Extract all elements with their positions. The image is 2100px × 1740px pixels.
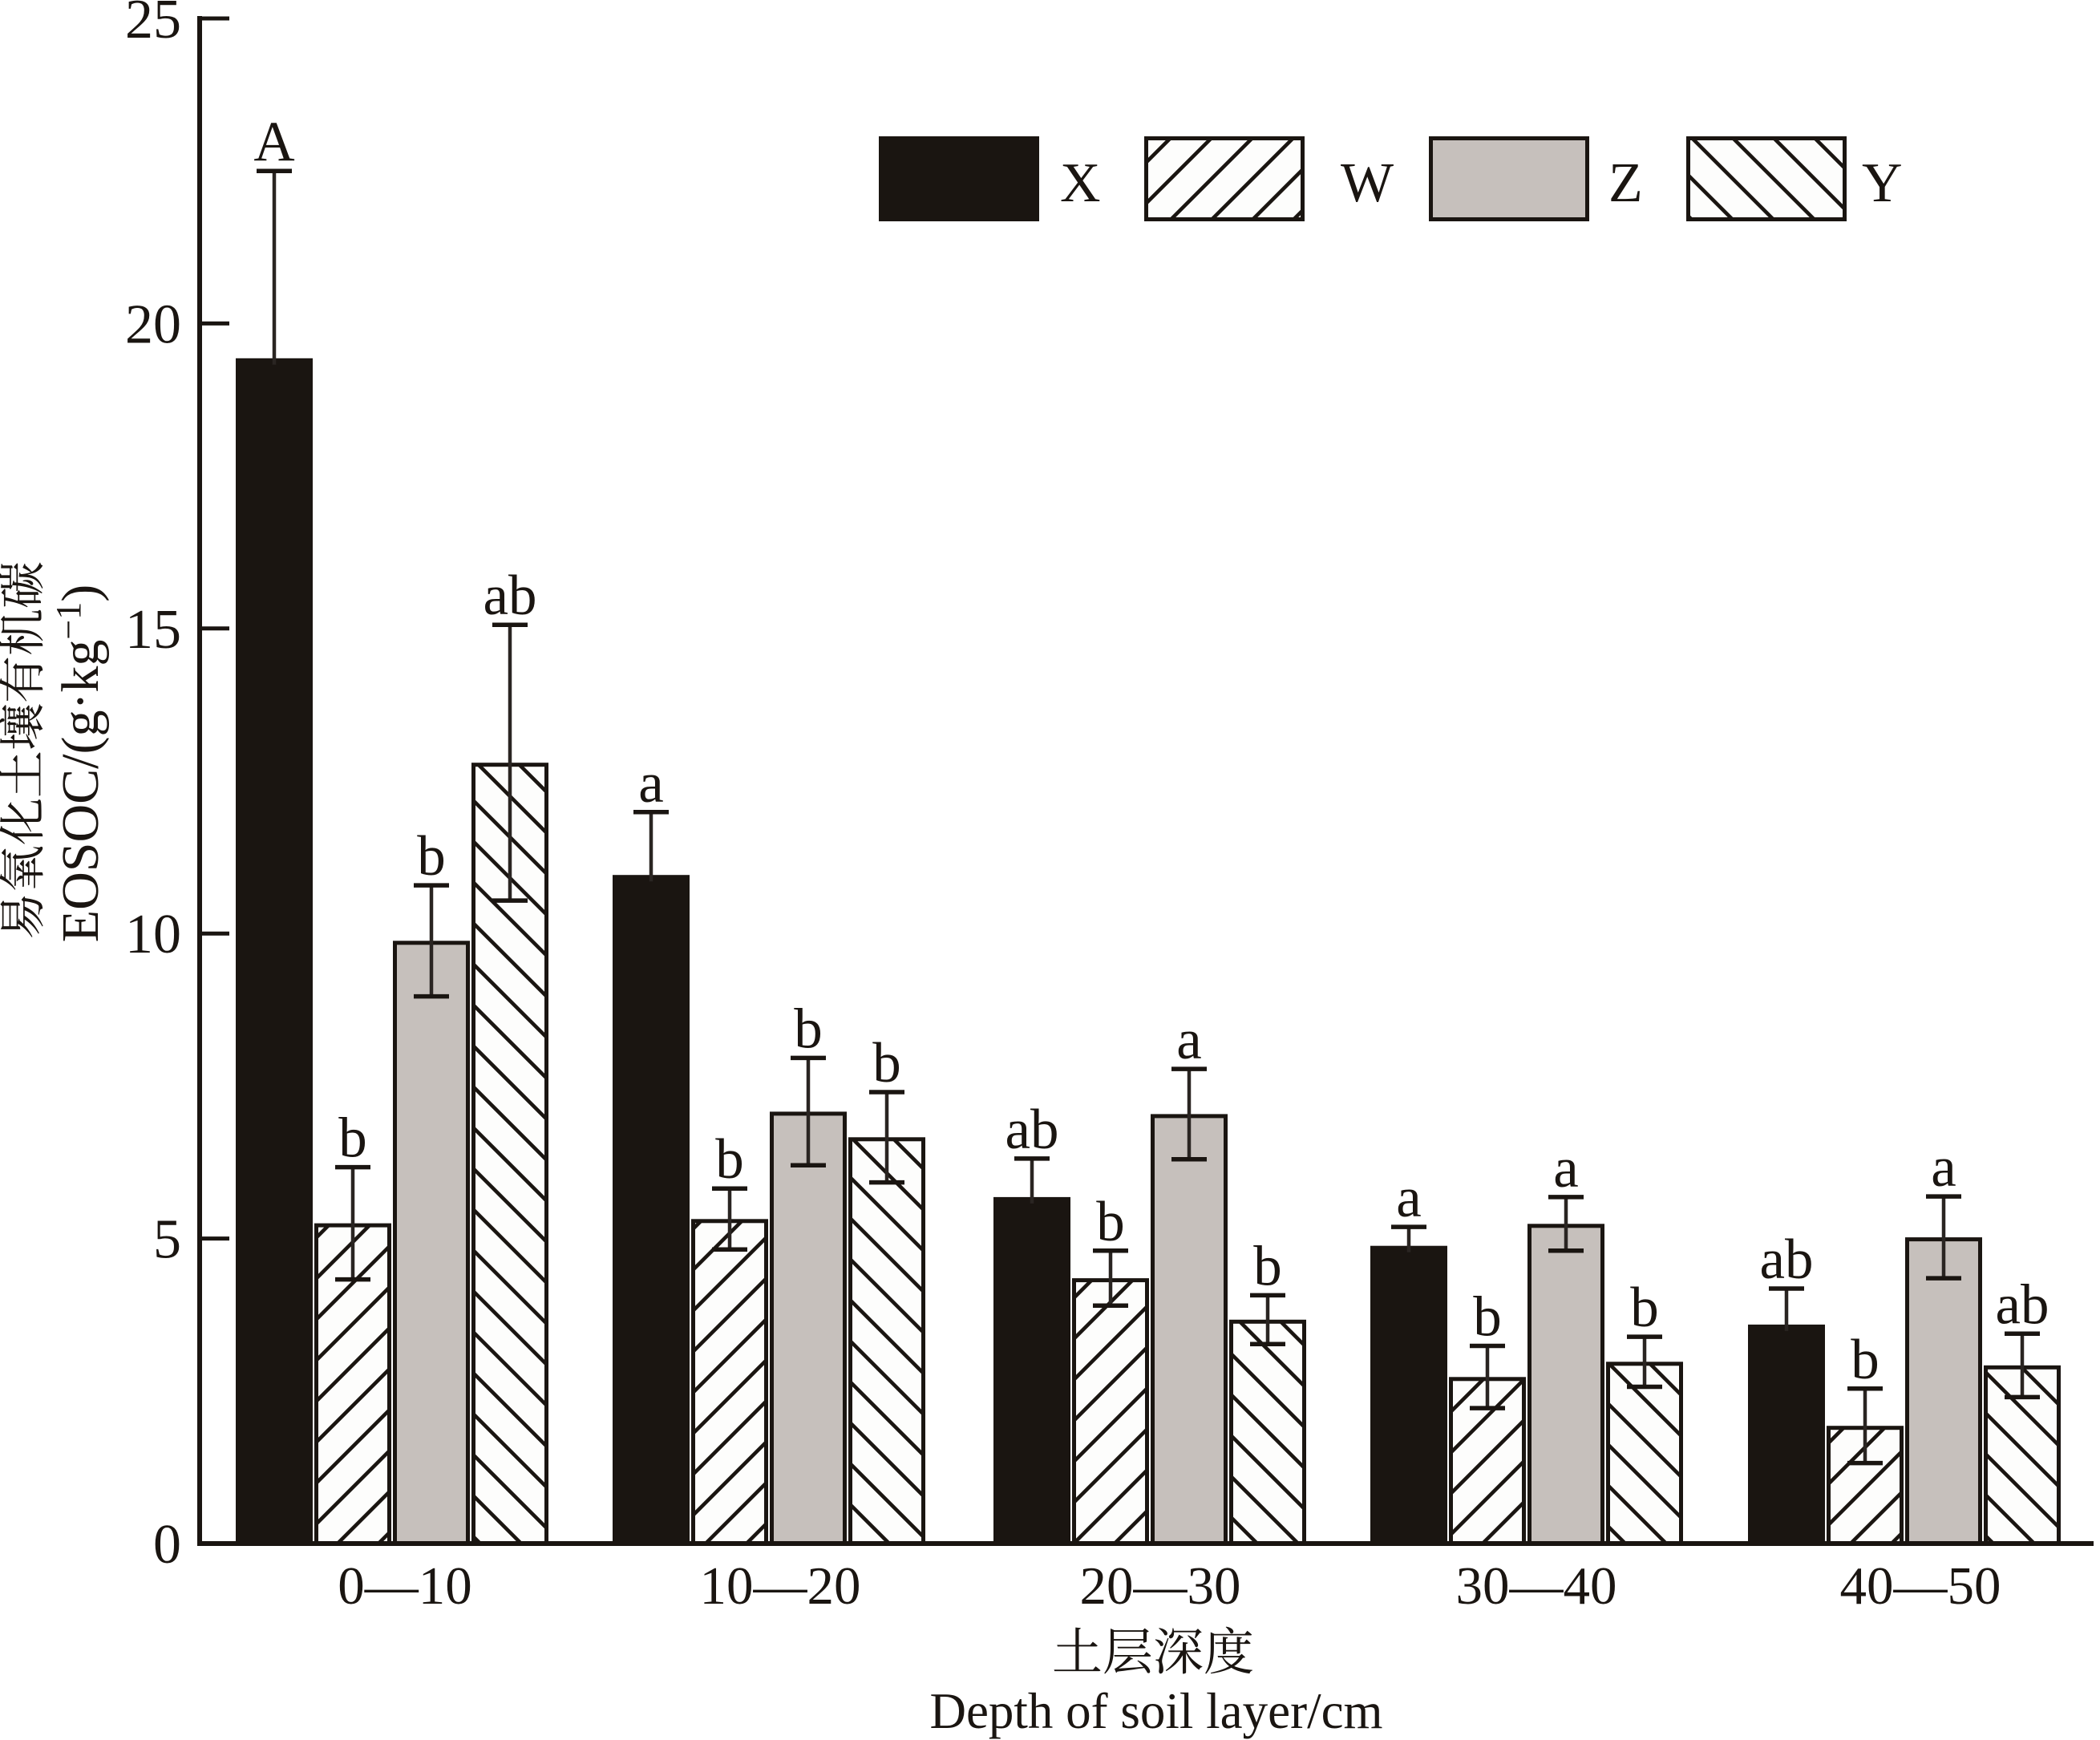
svg-text:15: 15 [125,599,181,661]
svg-text:a: a [1931,1136,1956,1199]
svg-text:Y: Y [1862,152,1903,214]
svg-text:a: a [1176,1009,1202,1071]
svg-text:b: b [1473,1286,1502,1349]
svg-text:A: A [253,111,294,173]
svg-text:ab: ab [483,564,536,627]
svg-text:Depth of soil layer/cm: Depth of soil layer/cm [929,1683,1382,1739]
svg-text:b: b [794,997,823,1060]
svg-text:b: b [872,1032,901,1095]
svg-text:ab: ab [1759,1228,1813,1291]
svg-text:W: W [1341,152,1394,214]
svg-text:ab: ab [1995,1273,2049,1336]
svg-text:5: 5 [153,1209,181,1271]
svg-text:20: 20 [125,293,181,355]
svg-text:a: a [1396,1167,1422,1229]
svg-text:b: b [1253,1235,1282,1297]
svg-text:b: b [417,825,446,888]
svg-text:10: 10 [125,904,181,965]
svg-text:40—50: 40—50 [1840,1556,2001,1616]
svg-text:ab: ab [1005,1099,1058,1161]
svg-text:0—10: 0—10 [338,1556,472,1616]
svg-text:a: a [1553,1137,1579,1200]
svg-text:b: b [1096,1191,1125,1253]
svg-text:20—30: 20—30 [1080,1556,1241,1616]
svg-text:0: 0 [153,1514,181,1576]
svg-text:X: X [1060,152,1101,214]
svg-text:b: b [1851,1329,1879,1391]
svg-text:a: a [638,752,664,815]
svg-text:b: b [715,1128,744,1191]
svg-text:EOSOC/(g·kg−1): EOSOC/(g·kg−1) [49,585,110,942]
svg-text:10—20: 10—20 [700,1556,861,1616]
svg-text:30—40: 30—40 [1456,1556,1617,1616]
svg-text:Z: Z [1608,152,1643,214]
svg-text:b: b [338,1107,367,1170]
svg-text:b: b [1630,1277,1659,1339]
svg-text:25: 25 [125,0,181,51]
